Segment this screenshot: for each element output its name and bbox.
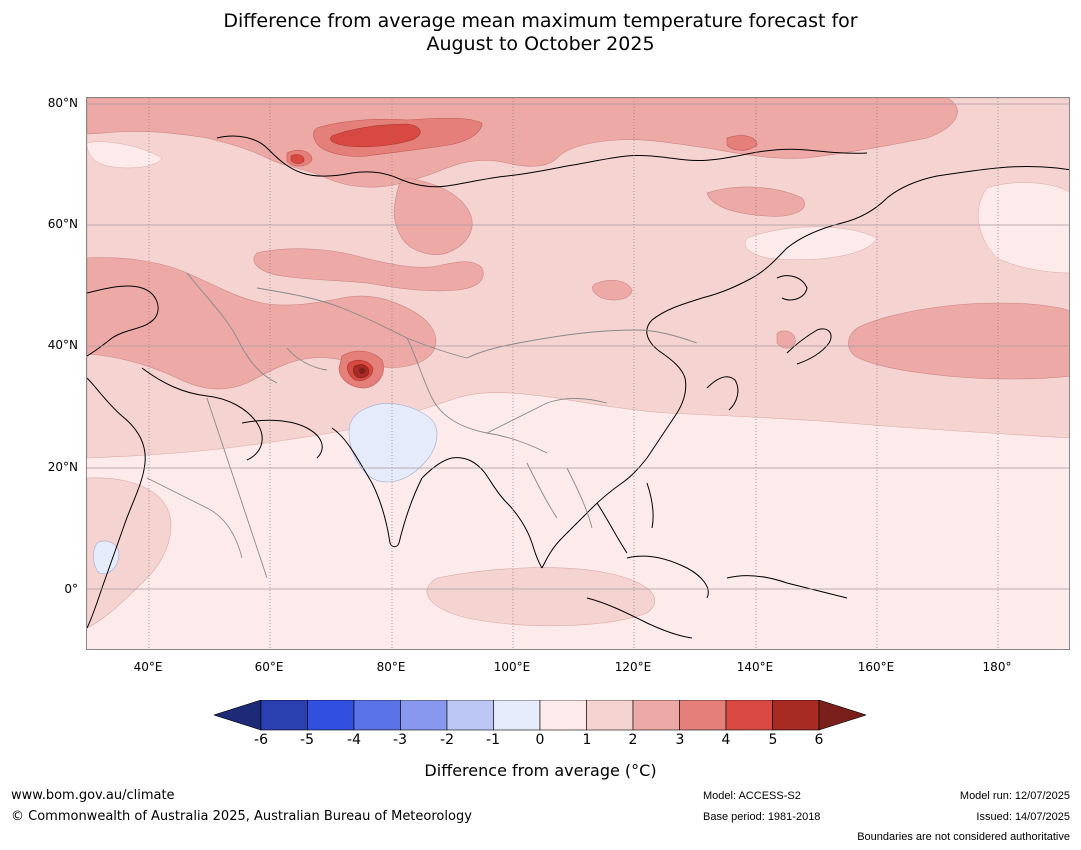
colorbar-tick-minus3: -3 [393,732,407,748]
map-region-india [348,403,438,483]
colorbar-cell [307,700,355,731]
lat-tick-20n: 20°N [47,460,78,474]
lon-tick-60e: 60°E [254,660,284,674]
colorbar-cell [586,700,634,731]
colorbar-cell [353,700,401,731]
colorbar-tick-minus6: -6 [254,732,268,748]
colorbar-cell [446,700,494,731]
colorbar-tick-6: 6 [814,732,824,748]
colorbar-extend-low [214,700,262,731]
colorbar-cell [632,700,680,731]
lon-tick-180: 180° [982,660,1012,674]
lon-tick-100e: 100°E [493,660,531,674]
footer-model-run: Model run: 12/07/2025 [959,790,1070,802]
colorbar-tick-2: 2 [628,732,638,748]
title-line-1: Difference from average mean maximum tem… [223,10,858,32]
map-gridlines [148,98,999,649]
lon-tick-40e: 40°E [133,660,163,674]
colorbar-tick-1: 1 [582,732,592,748]
colorbar-cell [679,700,727,731]
lon-tick-140e: 140°E [736,660,774,674]
lon-tick-120e: 120°E [614,660,652,674]
lat-tick-40n: 40°N [47,338,78,352]
map-panel [86,97,1070,650]
colorbar-tick-minus4: -4 [347,732,361,748]
title-line-2: August to October 2025 [426,33,655,55]
map-region-scandinavia-russia-core [330,123,421,148]
footer-disclaimer: Boundaries are not considered authoritat… [857,831,1070,843]
chart-title: Difference from average mean maximum tem… [0,10,1081,56]
colorbar-tick-minus1: -1 [486,732,500,748]
footer-url[interactable]: www.bom.gov.au/climate [11,788,175,803]
lat-tick-60n: 60°N [47,217,78,231]
colorbar-cell [539,700,587,731]
map-region-west-russia [87,98,1069,459]
colorbar-cell [493,700,541,731]
colorbar-extend-high [818,700,866,731]
map-region-north-pacific [848,302,1069,380]
colorbar-cell [400,700,448,731]
footer-base-period: Base period: 1981-2018 [703,811,821,823]
lat-tick-80n: 80°N [47,96,78,110]
colorbar-tick-4: 4 [721,732,731,748]
colorbar-tick-5: 5 [768,732,778,748]
map-canvas [87,98,1069,649]
colorbar-cell [772,700,820,731]
footer-model: Model: ACCESS-S2 [703,790,801,802]
footer-copyright: © Commonwealth of Australia 2025, Austra… [11,809,472,824]
colorbar-tick-minus5: -5 [300,732,314,748]
colorbar-tick-0: 0 [535,732,545,748]
colorbar-cell [260,700,308,731]
colorbar-tick-minus2: -2 [440,732,454,748]
lat-tick-0: 0° [64,582,78,596]
colorbar [214,700,866,731]
footer-issued: Issued: 14/07/2025 [976,811,1070,823]
colorbar-tick-3: 3 [675,732,685,748]
colorbar-cell [725,700,773,731]
map-region-east-africa [93,540,120,575]
colorbar-title: Difference from average (°C) [424,761,657,780]
lon-tick-160e: 160°E [857,660,895,674]
lon-tick-80e: 80°E [376,660,406,674]
coastlines [87,135,1069,639]
map-lat-gridlines [87,103,1069,590]
